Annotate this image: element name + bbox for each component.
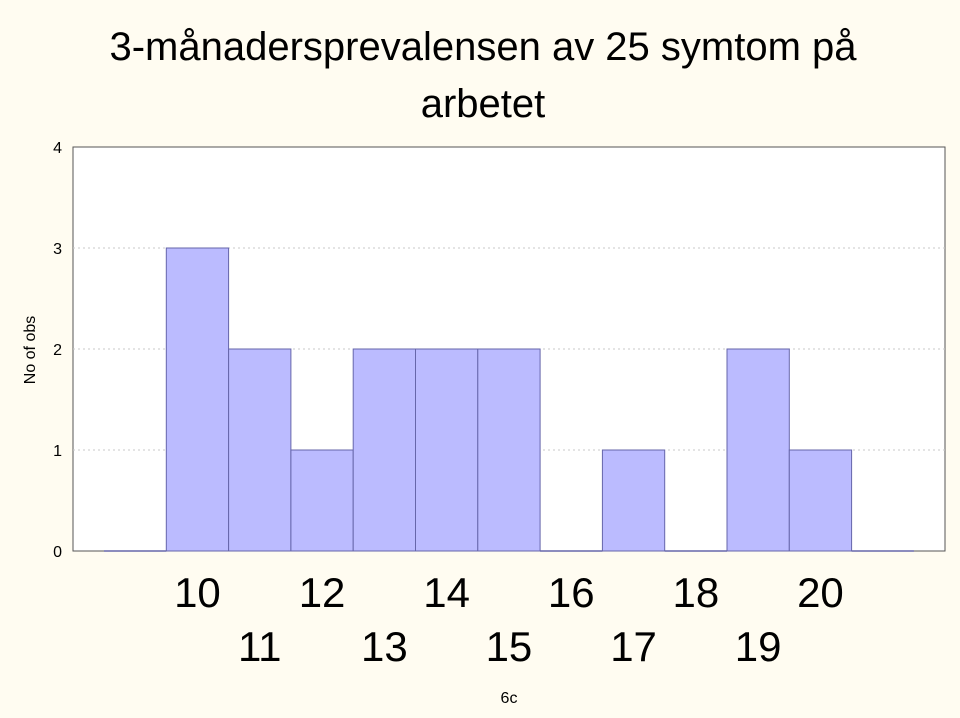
bar-15 [477, 348, 541, 552]
y-tick-label: 4 [53, 140, 62, 157]
x-axis-label: 6c [501, 690, 518, 707]
bar-17 [601, 449, 666, 552]
y-tick-labels: 0 1 2 3 4 [53, 140, 62, 561]
x-tick-label: 12 [299, 569, 346, 616]
x-tick-label: 10 [174, 569, 221, 616]
x-tick-label: 18 [672, 569, 719, 616]
x-tick-labels: 10 12 14 16 18 20 11 13 15 17 19 [174, 569, 844, 670]
y-tick-label: 2 [53, 342, 62, 359]
x-tick-label: 15 [486, 623, 533, 670]
x-tick-label: 16 [548, 569, 595, 616]
y-axis-label: No of obs [22, 316, 39, 384]
chart-title-line-1: 3-månadersprevalensen av 25 symtom på [109, 25, 857, 69]
bar-13 [352, 348, 417, 552]
bar-11 [228, 348, 292, 552]
y-tick-label: 0 [53, 544, 62, 561]
x-tick-label: 17 [610, 623, 657, 670]
x-tick-label: 20 [797, 569, 844, 616]
bar-20 [788, 449, 853, 552]
bar-19 [726, 348, 790, 552]
chart-title-line-2: arbetet [421, 82, 546, 126]
y-tick-label: 1 [53, 443, 62, 460]
y-tick-label: 3 [53, 241, 62, 258]
x-tick-label: 19 [735, 623, 782, 670]
bar-12 [290, 449, 354, 552]
bars [104, 247, 914, 552]
bar-10 [165, 247, 230, 552]
x-tick-label: 13 [361, 623, 408, 670]
x-tick-label: 11 [238, 623, 282, 670]
x-tick-label: 14 [423, 569, 470, 616]
bar-14 [415, 348, 479, 552]
